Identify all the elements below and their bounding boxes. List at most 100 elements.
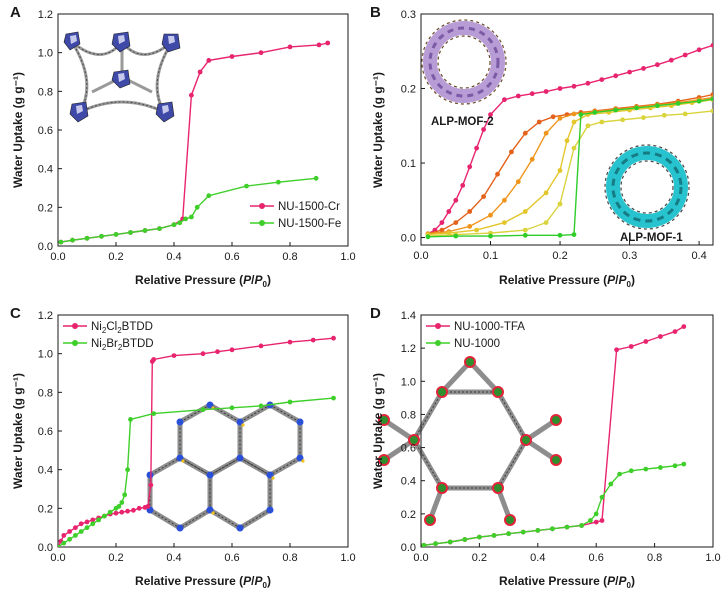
data-point <box>592 110 598 115</box>
data-point <box>564 524 570 530</box>
data-point <box>287 399 293 405</box>
y-tick-label: 0.2 <box>401 509 416 521</box>
x-tick-label: 0.2 <box>472 552 487 564</box>
x-tick-label: 0.0 <box>50 251 65 263</box>
data-point <box>61 533 67 538</box>
y-tick-label: 0.0 <box>38 542 53 554</box>
x-tick-label: 0.4 <box>166 552 181 564</box>
data-point <box>151 357 157 362</box>
y-tick-label: 0.1 <box>401 158 416 170</box>
data-point <box>84 235 90 241</box>
data-point <box>481 127 486 132</box>
data-point <box>491 533 497 538</box>
data-point <box>142 228 148 233</box>
series-line-b-4 <box>427 110 713 237</box>
data-point <box>122 492 128 498</box>
data-point <box>696 98 702 104</box>
x-tick-label: 0.3 <box>622 250 637 262</box>
x-tick-label: 0.6 <box>224 251 239 263</box>
alp-mof-2-structure-image <box>421 19 507 105</box>
data-point <box>474 227 479 233</box>
legend-label: NU-1000 <box>454 338 500 350</box>
data-point <box>536 119 542 125</box>
data-point <box>90 517 96 523</box>
annotation-alp-mof-2: ALP-MOF-2 <box>431 116 494 128</box>
data-point <box>515 179 521 185</box>
data-point <box>627 69 632 75</box>
data-point <box>571 119 577 125</box>
data-point <box>116 504 122 509</box>
data-point <box>681 461 687 467</box>
data-point <box>447 539 453 545</box>
data-point <box>467 209 473 214</box>
x-axis-label-c: Relative Pressure (P/P0) <box>135 574 271 589</box>
panel-c: C <box>10 305 356 589</box>
data-point <box>515 93 521 99</box>
data-point <box>244 183 249 189</box>
data-point <box>557 86 563 91</box>
data-point <box>571 83 577 89</box>
data-point <box>502 220 507 226</box>
data-point <box>550 526 555 532</box>
legend-item-nu-1500-cr: NU-1500-Cr <box>250 201 340 213</box>
data-point <box>148 482 154 488</box>
x-axis-label-a: Relative Pressure (P/P0) <box>135 273 271 289</box>
panel-letter-b: B <box>370 4 381 21</box>
data-point <box>672 463 678 469</box>
y-axis-label-d: Water Uptake (g g⁻¹) <box>371 373 385 489</box>
data-point <box>682 52 688 58</box>
data-point <box>310 337 316 343</box>
data-point <box>535 528 541 533</box>
data-point <box>593 511 599 517</box>
data-point <box>206 193 212 199</box>
data-point <box>682 111 688 117</box>
data-point <box>78 521 84 527</box>
x-axis-label-d: Relative Pressure (P/P0) <box>499 574 635 589</box>
data-point <box>661 112 667 118</box>
data-point <box>200 351 206 357</box>
data-point <box>439 227 445 233</box>
x-tick-label: 0.8 <box>282 251 297 263</box>
data-point <box>331 335 336 341</box>
data-point <box>529 91 535 97</box>
data-point <box>557 201 563 207</box>
y-tick-label: 0.0 <box>401 542 416 554</box>
y-tick-label: 1.2 <box>38 310 53 322</box>
x-tick-label: 0.6 <box>224 552 239 564</box>
data-point <box>710 96 713 102</box>
data-point <box>550 114 556 120</box>
data-point <box>73 533 78 538</box>
data-point <box>585 80 591 86</box>
x-tick-label: 0.0 <box>50 552 65 564</box>
data-point <box>229 405 235 411</box>
y-axis-label-a: Water Uptake (g g⁻¹) <box>11 72 25 188</box>
data-point <box>258 50 264 56</box>
data-point <box>617 471 622 477</box>
x-tick-label: 0.6 <box>589 552 604 564</box>
data-point <box>593 519 599 525</box>
legend-item-nu-1000-tfa: NU-1000-TFA <box>426 321 525 333</box>
nu-1000-structure-image <box>378 356 562 526</box>
data-point <box>421 542 427 547</box>
x-tick-label: 0.4 <box>530 552 545 564</box>
data-point <box>460 183 466 188</box>
data-point <box>564 138 570 144</box>
data-point <box>599 77 605 82</box>
y-tick-label: 1.0 <box>38 48 53 60</box>
data-point <box>229 54 235 59</box>
data-point <box>325 40 331 46</box>
data-point <box>136 505 142 511</box>
y-tick-label: 1.2 <box>401 343 416 355</box>
legend-d: NU-1000-TFA NU-1000 <box>426 321 525 350</box>
data-point <box>710 108 713 114</box>
x-axis-label-b: Relative Pressure (P/P0) <box>499 273 635 289</box>
series-line-d-1 <box>423 463 684 546</box>
data-point <box>643 466 649 472</box>
data-point <box>113 232 119 237</box>
data-point <box>258 343 264 349</box>
data-point <box>681 324 687 329</box>
legend-item-nu-1500-fe: NU-1500-Fe <box>250 218 341 230</box>
panel-b: B 0.0 0.1 0.2 0.3 0.40.00.10.20.3 ALP-MOF-2 … <box>370 4 714 289</box>
plot-frame-d <box>420 314 714 548</box>
data-point <box>125 467 130 473</box>
